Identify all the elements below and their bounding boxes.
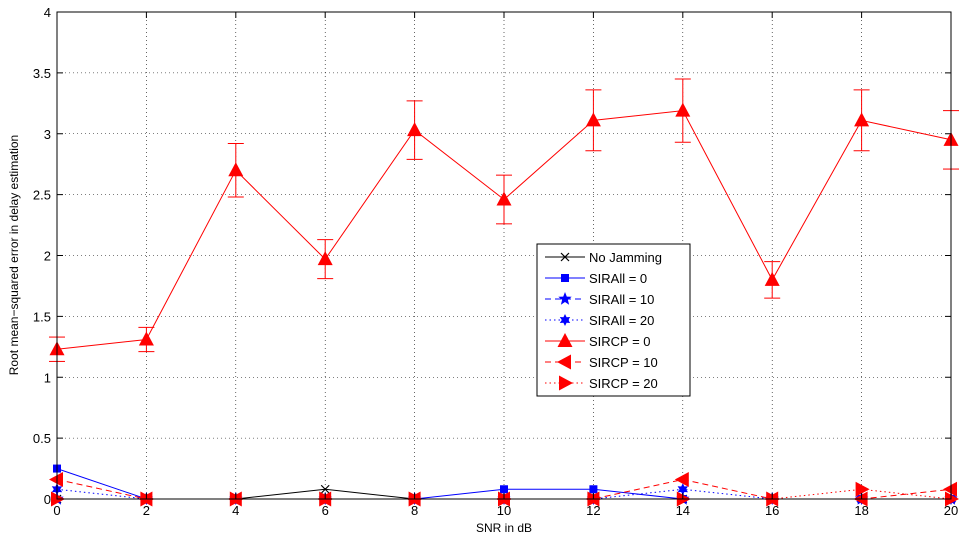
x-tick-label: 8 bbox=[411, 503, 418, 518]
data-point bbox=[228, 162, 244, 177]
legend-entry: SIRAll = 10 bbox=[545, 292, 654, 307]
data-point bbox=[764, 271, 780, 286]
legend-entry: SIRCP = 0 bbox=[545, 333, 651, 349]
data-point bbox=[49, 472, 63, 488]
legend: No Jamming SIRAll = 0 SIRAll = 10 SIRAll = … bbox=[536, 243, 691, 397]
grid bbox=[57, 12, 951, 499]
legend-marker bbox=[559, 375, 573, 391]
legend-entry: No Jamming bbox=[545, 250, 662, 265]
x-tick-label: 20 bbox=[944, 503, 958, 518]
data-point bbox=[675, 102, 691, 117]
data-point bbox=[943, 481, 957, 497]
y-tick-label: 0.5 bbox=[33, 431, 51, 446]
legend-label: SIRAll = 0 bbox=[589, 271, 647, 286]
legend-label: SIRCP = 20 bbox=[589, 376, 658, 391]
x-tick-label: 6 bbox=[322, 503, 329, 518]
legend-marker bbox=[557, 354, 571, 370]
legend-entry: SIRAll = 0 bbox=[545, 271, 647, 286]
legend-entry: SIRAll = 20 bbox=[545, 313, 654, 328]
x-tick-label: 18 bbox=[854, 503, 868, 518]
x-tick-label: 16 bbox=[765, 503, 779, 518]
legend-marker bbox=[561, 274, 569, 282]
data-point bbox=[138, 331, 154, 346]
data-point bbox=[407, 122, 423, 137]
x-tick-label: 4 bbox=[232, 503, 239, 518]
legend-label: SIRCP = 0 bbox=[589, 334, 651, 349]
y-tick-label: 2.5 bbox=[33, 188, 51, 203]
x-tick-label: 12 bbox=[586, 503, 600, 518]
y-tick-label: 4 bbox=[44, 5, 51, 20]
legend-marker bbox=[558, 292, 572, 305]
legend-label: No Jamming bbox=[589, 250, 662, 265]
data-point bbox=[589, 485, 598, 494]
x-axis-title: SNR in dB bbox=[476, 521, 532, 535]
data-point bbox=[945, 491, 959, 507]
y-tick-label: 2 bbox=[44, 249, 51, 264]
legend-label: SIRAll = 20 bbox=[589, 313, 654, 328]
legend-marker bbox=[560, 252, 570, 262]
legend-label: SIRCP = 10 bbox=[589, 355, 658, 370]
legend-entry: SIRCP = 10 bbox=[545, 354, 658, 370]
data-point bbox=[317, 251, 333, 266]
x-tick-label: 2 bbox=[143, 503, 150, 518]
y-axis-title: Root mean−squared error in delay estimat… bbox=[7, 135, 21, 375]
y-tick-label: 1.5 bbox=[33, 309, 51, 324]
x-tick-label: 10 bbox=[497, 503, 511, 518]
legend-label: SIRAll = 10 bbox=[589, 292, 654, 307]
data-point bbox=[585, 112, 601, 127]
x-tick-label: 0 bbox=[53, 503, 60, 518]
data-point bbox=[500, 485, 508, 494]
data-point bbox=[677, 483, 688, 496]
ticks: 0 2 4 6 8 10 12 14 16 18 20 0 0.5 1 1.5 2 2.5 3 3.5 4 bbox=[33, 5, 958, 518]
y-tick-label: 1 bbox=[44, 370, 51, 385]
x-tick-label: 14 bbox=[676, 503, 690, 518]
y-tick-label: 0 bbox=[44, 492, 51, 507]
data-point bbox=[855, 481, 870, 497]
data-point bbox=[320, 484, 330, 494]
data-point bbox=[854, 112, 870, 127]
data-point bbox=[496, 191, 512, 206]
legend-marker bbox=[559, 314, 571, 326]
data-point bbox=[674, 472, 689, 488]
legend-marker bbox=[557, 333, 573, 347]
y-tick-label: 3.5 bbox=[33, 66, 51, 81]
y-tick-label: 3 bbox=[44, 127, 51, 142]
legend-entry: SIRCP = 20 bbox=[545, 375, 658, 391]
